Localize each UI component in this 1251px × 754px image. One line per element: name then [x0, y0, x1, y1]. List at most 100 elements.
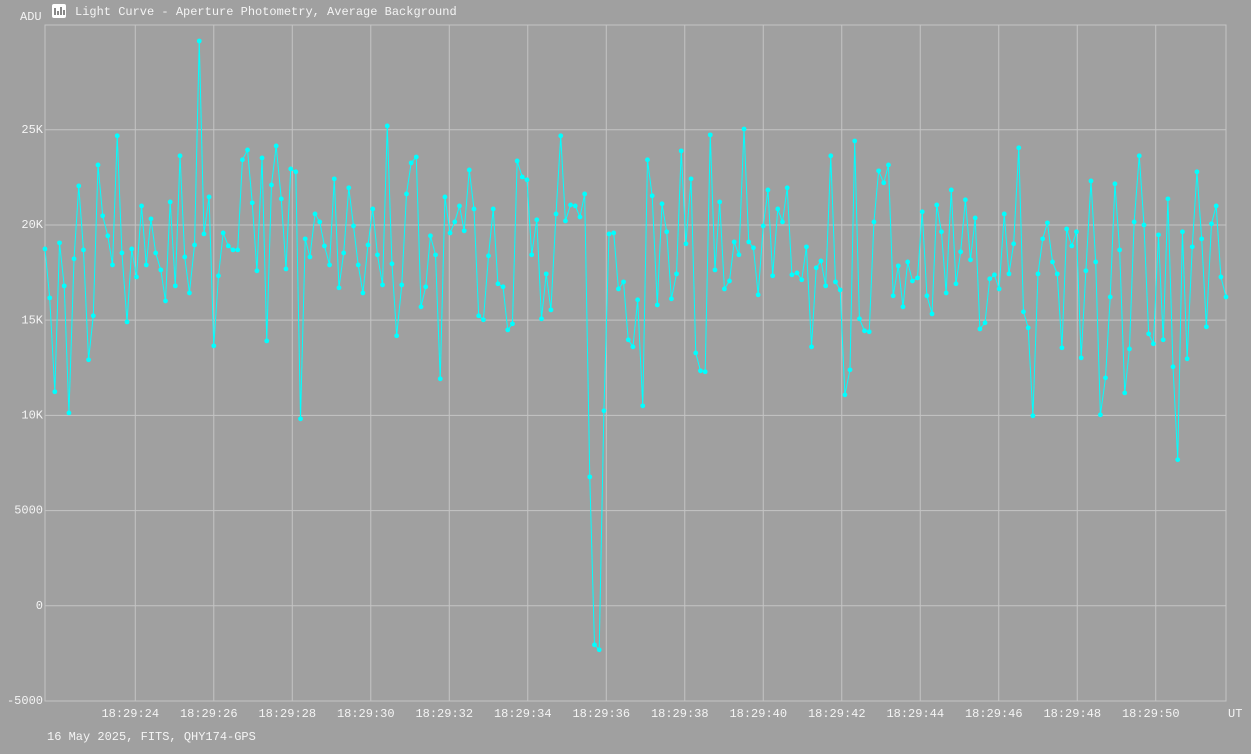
data-point — [645, 157, 650, 163]
data-point — [1064, 226, 1070, 232]
data-point — [577, 214, 583, 220]
data-point — [134, 274, 139, 280]
data-point — [408, 160, 414, 166]
data-point — [457, 203, 462, 209]
data-point — [847, 367, 853, 373]
data-point — [61, 283, 67, 289]
data-point — [394, 333, 400, 339]
data-point — [1035, 271, 1041, 277]
data-point — [953, 281, 959, 287]
data-point — [81, 247, 86, 253]
data-point — [447, 230, 453, 236]
data-point — [592, 642, 597, 648]
data-point — [187, 290, 192, 296]
data-point — [365, 242, 371, 248]
data-point — [42, 246, 48, 252]
data-point — [809, 344, 814, 350]
data-point — [418, 304, 424, 310]
data-point — [1016, 145, 1022, 151]
data-point — [852, 138, 858, 144]
data-point — [1189, 244, 1195, 250]
data-point — [481, 317, 486, 323]
data-point — [780, 219, 785, 225]
data-point — [890, 293, 896, 299]
data-point — [1203, 324, 1209, 330]
data-point — [327, 262, 332, 268]
data-point — [770, 273, 776, 279]
data-point — [823, 283, 829, 289]
data-point — [915, 275, 920, 281]
data-point — [818, 258, 824, 264]
data-point — [712, 267, 718, 273]
data-point — [760, 223, 766, 229]
data-point — [828, 153, 834, 159]
x-tick-label: 18:29:50 — [1122, 707, 1180, 721]
data-point — [678, 148, 684, 154]
data-point — [558, 133, 564, 139]
data-point — [1141, 222, 1147, 228]
data-point — [220, 230, 226, 236]
x-tick-label: 18:29:46 — [965, 707, 1023, 721]
data-point — [192, 242, 197, 248]
data-point — [47, 295, 53, 301]
data-point — [1050, 259, 1055, 265]
data-point — [148, 216, 154, 222]
x-tick-label: 18:29:36 — [572, 707, 630, 721]
data-point — [1156, 232, 1161, 238]
data-point — [71, 256, 77, 262]
x-tick-label: 18:29:26 — [180, 707, 238, 721]
data-point — [587, 474, 593, 480]
data-point — [539, 316, 544, 322]
data-point — [1040, 236, 1046, 242]
data-point — [881, 180, 887, 186]
data-point — [755, 292, 761, 298]
data-point — [211, 343, 217, 349]
data-point — [534, 217, 540, 223]
data-point — [611, 230, 617, 236]
data-point — [934, 202, 940, 208]
data-point — [225, 243, 231, 249]
data-point — [1131, 219, 1137, 225]
data-point — [486, 253, 491, 259]
data-point — [346, 185, 352, 191]
y-tick-label: 0 — [36, 599, 43, 613]
data-point — [910, 278, 915, 284]
data-point — [919, 209, 925, 215]
data-point — [110, 262, 115, 268]
data-point — [621, 279, 626, 285]
data-point — [1011, 241, 1017, 247]
data-point — [114, 133, 120, 139]
x-tick-label: 18:29:32 — [415, 707, 473, 721]
data-point — [1199, 236, 1205, 242]
data-point — [563, 218, 568, 224]
data-point — [939, 229, 944, 235]
data-point — [625, 337, 631, 343]
data-point — [727, 278, 732, 284]
data-point — [669, 296, 674, 302]
data-point — [1045, 220, 1050, 226]
data-point — [264, 338, 270, 344]
data-point — [341, 250, 347, 256]
data-point — [1218, 274, 1224, 280]
data-point — [1213, 203, 1219, 209]
data-point — [269, 182, 274, 188]
data-point — [1093, 259, 1099, 265]
data-point — [331, 176, 337, 182]
data-point — [789, 272, 795, 278]
data-point — [302, 236, 308, 242]
data-point — [351, 223, 356, 229]
data-point — [245, 147, 250, 153]
data-point — [216, 273, 221, 279]
data-point — [693, 350, 699, 356]
data-point — [1006, 271, 1012, 277]
data-point — [57, 240, 62, 246]
data-point — [1209, 221, 1214, 227]
data-point — [312, 211, 318, 217]
data-point — [968, 257, 973, 263]
data-point — [119, 250, 125, 256]
data-point — [900, 304, 906, 310]
data-point — [876, 168, 882, 174]
data-point — [717, 199, 723, 205]
data-point — [201, 231, 207, 237]
